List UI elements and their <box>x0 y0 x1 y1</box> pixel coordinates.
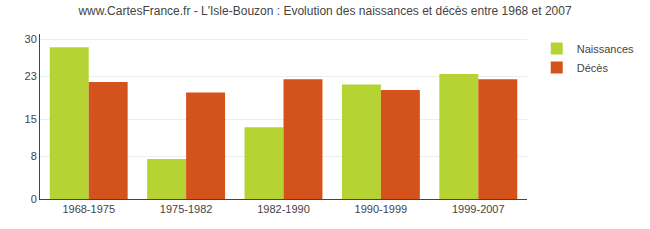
svg-text:23: 23 <box>25 70 37 82</box>
svg-text:Décès: Décès <box>577 62 609 74</box>
svg-text:1968-1975: 1968-1975 <box>62 203 115 215</box>
svg-text:www.CartesFrance.fr - L'Isle-B: www.CartesFrance.fr - L'Isle-Bouzon : Ev… <box>77 4 572 18</box>
svg-text:1975-1982: 1975-1982 <box>160 203 213 215</box>
svg-text:8: 8 <box>31 150 37 162</box>
svg-text:1990-1999: 1990-1999 <box>355 203 408 215</box>
svg-text:30: 30 <box>25 33 37 45</box>
svg-text:0: 0 <box>31 193 37 205</box>
svg-text:15: 15 <box>25 113 37 125</box>
svg-text:1982-1990: 1982-1990 <box>257 203 310 215</box>
svg-text:Naissances: Naissances <box>577 43 634 55</box>
svg-text:1999-2007: 1999-2007 <box>452 203 505 215</box>
